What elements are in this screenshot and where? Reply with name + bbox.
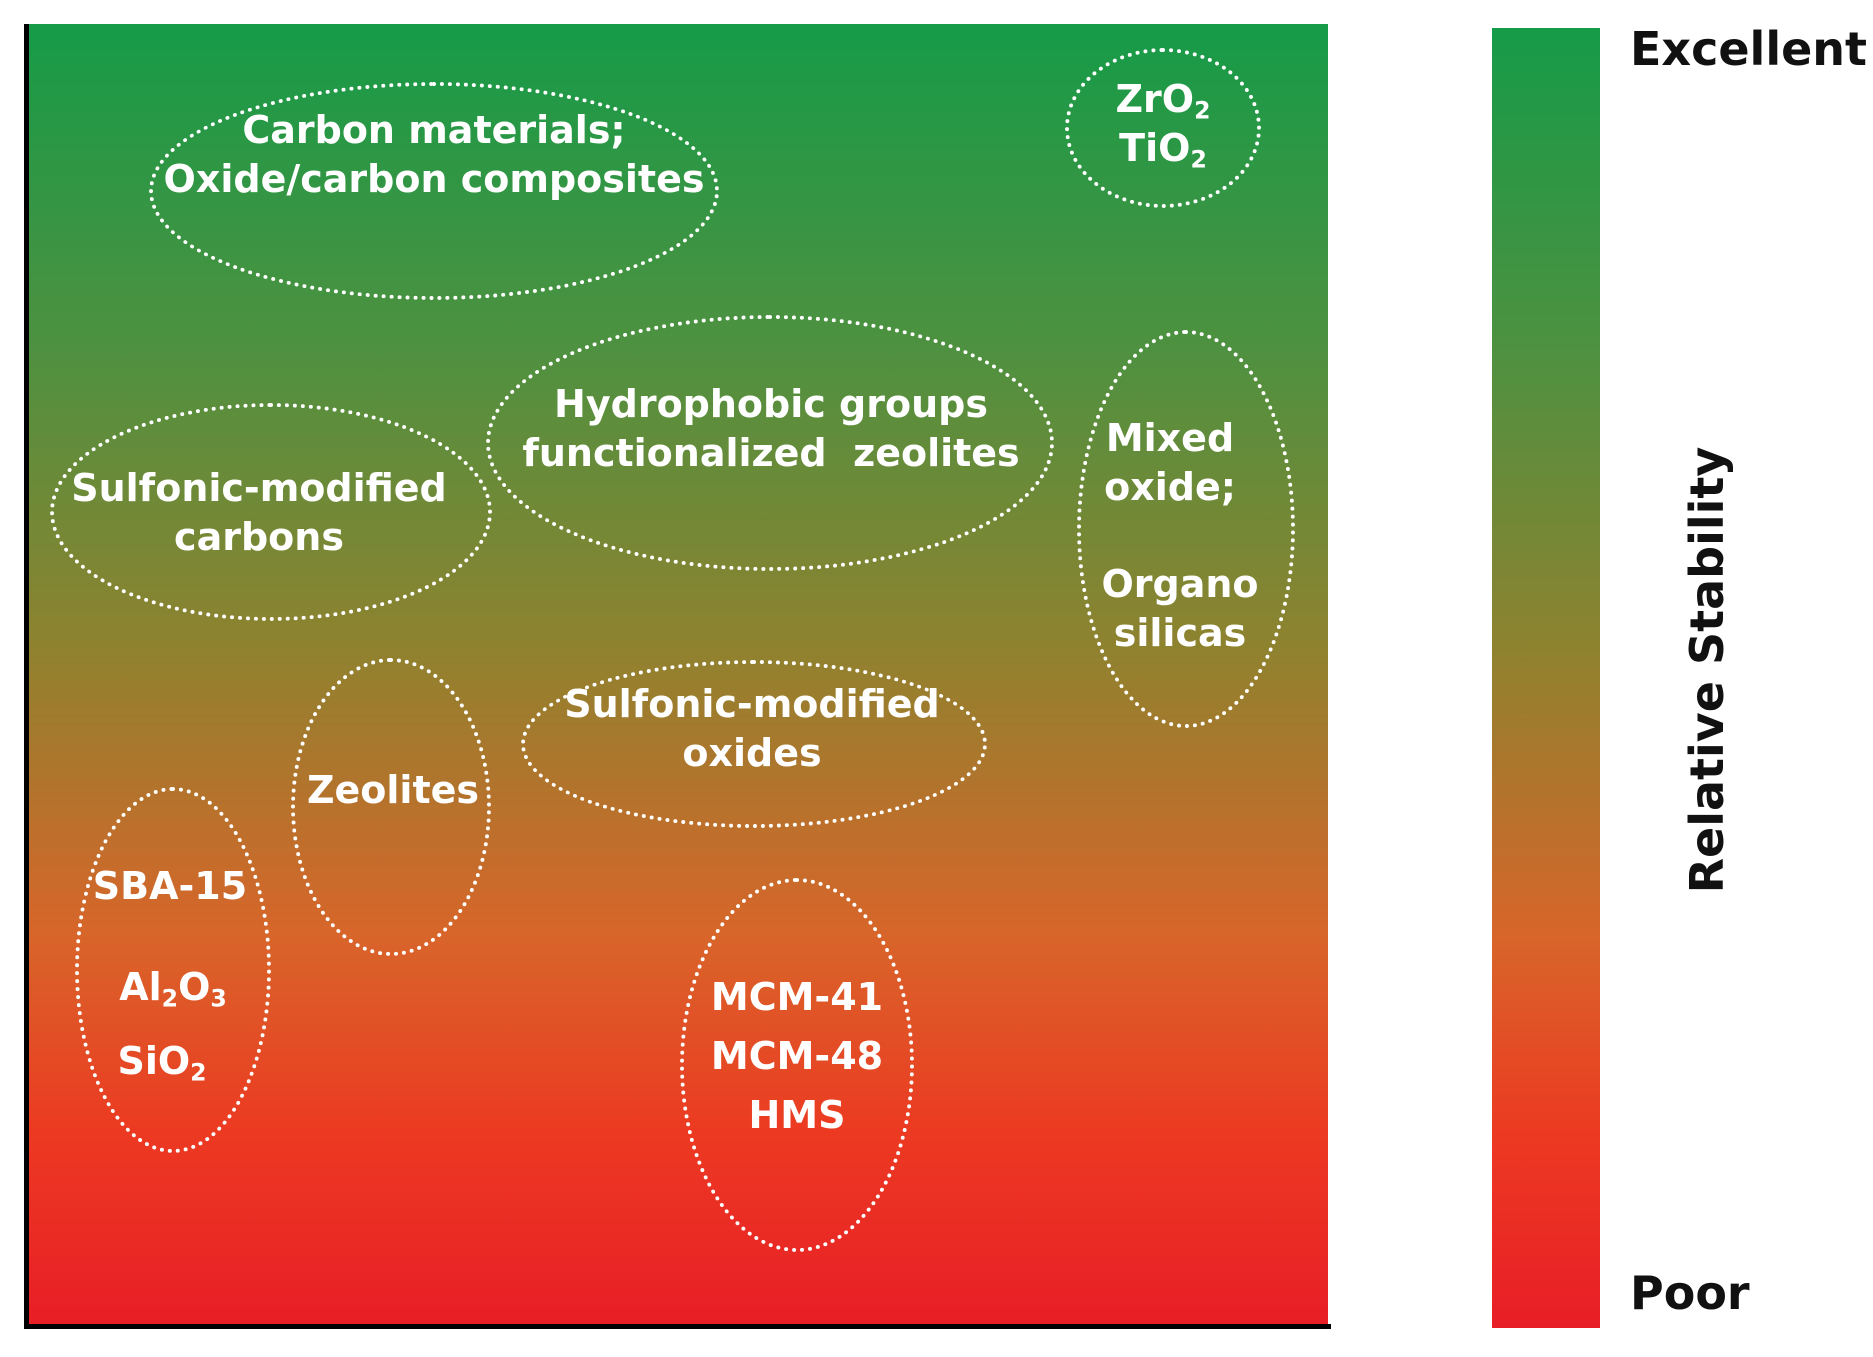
x-axis-line [24, 1324, 1331, 1329]
sulfonic-carbons-label: Sulfonic-modified carbons [71, 466, 447, 559]
zeolites-ellipse [291, 658, 491, 956]
y-axis-line [24, 24, 29, 1328]
hydrophobic-zeolites-label: Hydrophobic groups functionalized zeolit… [522, 382, 1020, 475]
sulfonic-carbons-ellipse [50, 403, 492, 621]
sulfonic-oxides-label: Sulfonic-modified oxides [564, 682, 940, 775]
al2o3-label: Al2O3 [119, 965, 227, 1013]
sio2-label: SiO2 [117, 1039, 207, 1087]
scale-top-label: Excellent [1630, 22, 1868, 76]
mixed-oxide-label: Mixed oxide; [1104, 416, 1236, 509]
zro2-tio2-ellipse [1065, 48, 1261, 208]
sulfonic-oxides-ellipse [521, 660, 987, 828]
zro2-tio2-label: ZrO2 TiO2 [1115, 77, 1211, 174]
scale-title: Relative Stability [1680, 446, 1734, 894]
scale-bottom-label: Poor [1630, 1266, 1750, 1320]
organosilicas-label: Organo silicas [1101, 562, 1259, 655]
mcm-hms-ellipse [680, 878, 914, 1252]
carbon-materials-label: Carbon materials; Oxide/carbon composite… [163, 108, 705, 201]
zeolites-label: Zeolites [306, 768, 480, 812]
mixed-oxide-organosilicas-ellipse [1077, 330, 1295, 728]
mcm-hms-label: MCM-41 MCM-48 HMS [710, 975, 884, 1137]
carbon-materials-ellipse [149, 82, 719, 300]
sba15-label: SBA-15 [92, 864, 248, 908]
sba15-al2o3-sio2-ellipse [75, 787, 271, 1153]
relative-stability-color-bar [1492, 28, 1600, 1328]
hydrophobic-zeolites-ellipse [486, 315, 1054, 571]
